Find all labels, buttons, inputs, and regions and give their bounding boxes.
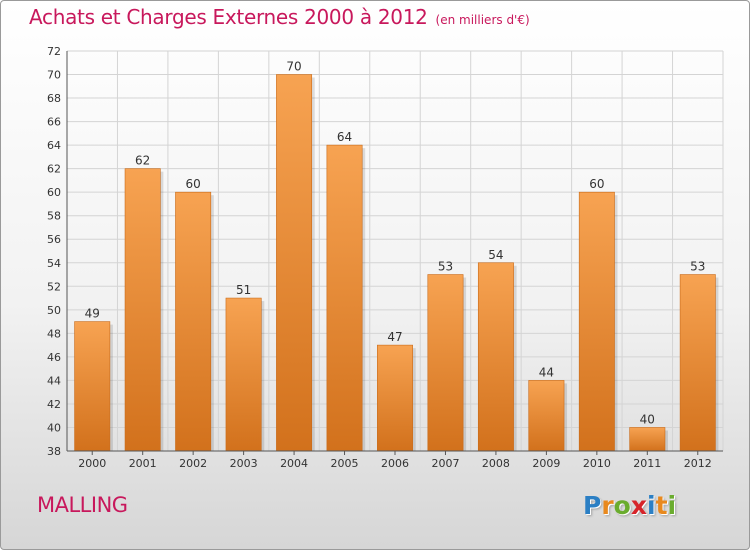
bar-value-label: 62	[135, 154, 150, 168]
bar	[175, 191, 212, 452]
y-tick-label: 46	[47, 351, 61, 364]
x-tick-label: 2012	[684, 457, 712, 470]
y-tick-label: 54	[47, 257, 61, 270]
bar	[528, 380, 565, 452]
logo-letter: t	[655, 491, 668, 520]
bar	[74, 321, 111, 452]
bar-value-label: 51	[236, 283, 251, 297]
y-tick-label: 44	[47, 374, 61, 387]
x-tick-label: 2002	[179, 457, 207, 470]
bar	[477, 262, 514, 452]
y-tick-label: 38	[47, 445, 61, 458]
proxiti-logo: Proxiti	[583, 491, 676, 520]
y-tick-label: 60	[47, 186, 61, 199]
logo-letter: x	[630, 491, 647, 520]
x-tick-label: 2005	[331, 457, 359, 470]
y-tick-label: 70	[47, 69, 61, 82]
x-tick-label: 2004	[280, 457, 308, 470]
y-tick-label: 52	[47, 280, 61, 293]
bar	[124, 168, 161, 452]
bar	[326, 144, 363, 452]
bar-value-label: 54	[488, 248, 503, 262]
bar	[578, 191, 615, 452]
x-tick-label: 2009	[532, 457, 560, 470]
bar-value-label: 49	[85, 307, 100, 321]
bar-value-label: 60	[589, 177, 604, 191]
y-tick-label: 50	[47, 304, 61, 317]
bar	[629, 427, 666, 452]
bar-value-label: 53	[690, 260, 705, 274]
bar-value-label: 60	[186, 177, 201, 191]
y-tick-label: 48	[47, 327, 61, 340]
chart-title: Achats et Charges Externes 2000 à 2012 (e…	[29, 5, 530, 29]
x-tick-label: 2003	[230, 457, 258, 470]
logo-letter: i	[647, 491, 656, 520]
x-tick-label: 2006	[381, 457, 409, 470]
y-tick-label: 56	[47, 233, 61, 246]
commune-name: MALLING	[37, 493, 128, 517]
x-tick-label: 2011	[633, 457, 661, 470]
logo-letter: P	[583, 491, 602, 520]
bar	[225, 297, 262, 452]
bar	[427, 274, 464, 452]
x-tick-label: 2001	[129, 457, 157, 470]
bar-value-label: 40	[640, 412, 655, 426]
bar-value-label: 47	[387, 330, 402, 344]
y-tick-label: 68	[47, 92, 61, 105]
axes: 38 40 42 44 46 48 50 52 54 56 58 60 62 64 66 68 70 72 2000…	[47, 45, 723, 470]
logo-letter: o	[613, 491, 631, 520]
x-tick-label: 2010	[583, 457, 611, 470]
chart-title-unit: (en milliers d'€)	[435, 13, 530, 27]
x-tick-label: 2000	[78, 457, 106, 470]
y-tick-label: 40	[47, 421, 61, 434]
logo-letter: i	[667, 491, 677, 520]
bar-value-label: 53	[438, 260, 453, 274]
bar-value-label: 44	[539, 365, 554, 379]
chart-title-main: Achats et Charges Externes 2000 à 2012	[29, 5, 428, 29]
logo-letter: r	[601, 491, 614, 520]
y-tick-label: 62	[47, 163, 61, 176]
y-tick-label: 42	[47, 398, 61, 411]
y-tick-label: 66	[47, 116, 61, 129]
bar	[679, 274, 716, 452]
x-tick-label: 2007	[431, 457, 459, 470]
x-tick-label: 2008	[482, 457, 510, 470]
bar	[276, 74, 313, 452]
bar-value-label: 64	[337, 130, 352, 144]
y-tick-label: 64	[47, 139, 61, 152]
bar	[377, 344, 413, 452]
bar-value-label: 70	[286, 60, 301, 74]
y-tick-label: 58	[47, 210, 61, 223]
y-tick-label: 72	[47, 45, 61, 58]
bars: 49 62 60 51 70 64 47 53 54 44 60 40 53	[74, 60, 719, 452]
